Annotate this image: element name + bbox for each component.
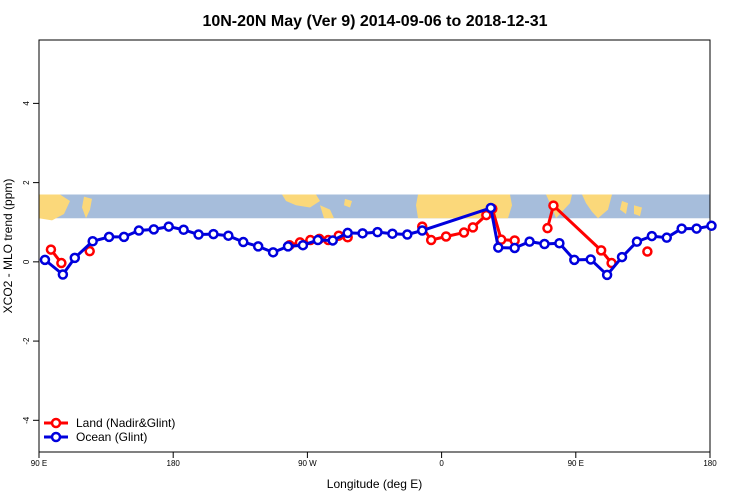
land-point [45, 244, 57, 255]
legend-ocean-label: Ocean (Glint) [76, 430, 147, 444]
ocean-point [691, 223, 702, 234]
x-tick-label: 180 [703, 459, 717, 468]
y-axis: -4 -2 0 2 4 [22, 101, 39, 424]
ocean-point [223, 230, 234, 241]
ocean-point [57, 269, 69, 280]
x-axis-label: Longitude (deg E) [327, 477, 422, 491]
ocean-point [208, 228, 219, 240]
x-tick-label: 90 E [568, 459, 584, 468]
land-point [481, 209, 492, 221]
map-land-shape [39, 194, 70, 221]
ocean-point [357, 228, 368, 239]
ocean-point [631, 236, 643, 247]
map-land-shape [582, 194, 612, 219]
map-land-shape [620, 200, 628, 214]
land-point [548, 200, 559, 211]
map-land-shape [82, 196, 92, 219]
ocean-point [342, 227, 353, 239]
map-ocean-strip [39, 194, 710, 219]
ocean-point [282, 241, 294, 252]
y-axis-label: XCO2 - MLO trend (ppm) [1, 179, 15, 314]
ocean-point [193, 229, 204, 240]
ocean-point [616, 251, 628, 263]
ocean-point [539, 238, 550, 250]
ocean-point [585, 254, 596, 265]
legend: Land (Nadir&Glint) Ocean (Glint) [44, 416, 175, 444]
land-point [642, 246, 653, 257]
y-tick-label: -2 [22, 337, 31, 345]
land-series-line [546, 204, 613, 264]
land-point [467, 222, 479, 233]
ocean-point [676, 223, 687, 234]
ocean-point [297, 239, 309, 251]
ocean-point [39, 254, 51, 266]
x-tick-label: 0 [439, 459, 444, 468]
ocean-point [569, 254, 580, 266]
legend-land-marker [50, 417, 62, 429]
ocean-point [238, 236, 249, 248]
plot-frame [38, 39, 711, 453]
x-axis: 90 E 180 90 W 0 90 E 180 [31, 452, 717, 468]
land-point [56, 257, 67, 269]
ocean-point [69, 252, 81, 264]
y-tick-label: 0 [22, 259, 31, 264]
legend-ocean-marker [50, 431, 62, 443]
map-land-shape [344, 198, 352, 208]
land-ocean-map-band [39, 194, 710, 221]
ocean-point [178, 224, 189, 236]
series-ocean [39, 202, 717, 281]
ocean-point [163, 221, 174, 232]
ocean-point [706, 220, 717, 232]
x-tick-label: 180 [167, 459, 181, 468]
ocean-point [416, 225, 428, 236]
y-tick-label: -4 [22, 416, 31, 424]
map-land-shape [634, 205, 642, 217]
ocean-point [87, 235, 98, 247]
land-point [84, 245, 95, 257]
ocean-point [485, 202, 497, 214]
land-point [542, 222, 553, 234]
land-point [595, 245, 607, 256]
ocean-point [554, 237, 565, 249]
map-land-shape [282, 194, 320, 208]
land-point [425, 234, 437, 246]
ocean-point [327, 235, 338, 246]
ocean-point [387, 228, 398, 239]
ocean-point [148, 224, 160, 235]
ocean-point [601, 269, 613, 281]
x-tick-label: 90 W [298, 459, 317, 468]
legend-land-label: Land (Nadir&Glint) [76, 416, 175, 430]
ocean-point [524, 236, 535, 247]
ocean-point [661, 232, 673, 243]
land-point [458, 227, 470, 238]
ocean-point [372, 226, 383, 238]
map-land-shape [416, 194, 512, 219]
ocean-point [252, 241, 264, 252]
ocean-point [646, 230, 658, 242]
ocean-point [267, 247, 279, 258]
ocean-point [103, 231, 115, 243]
ocean-point [133, 225, 145, 236]
ocean-point [402, 229, 413, 240]
y-tick-label: 4 [22, 101, 31, 106]
map-land-shape [320, 205, 334, 219]
y-tick-label: 2 [22, 180, 31, 185]
ocean-point [509, 242, 520, 254]
land-point [440, 231, 452, 242]
chart-title: 10N-20N May (Ver 9) 2014-09-06 to 2018-1… [202, 13, 547, 30]
x-tick-label: 90 E [31, 459, 47, 468]
ocean-point [493, 242, 504, 253]
ocean-point [118, 231, 130, 243]
ocean-point [312, 234, 324, 246]
